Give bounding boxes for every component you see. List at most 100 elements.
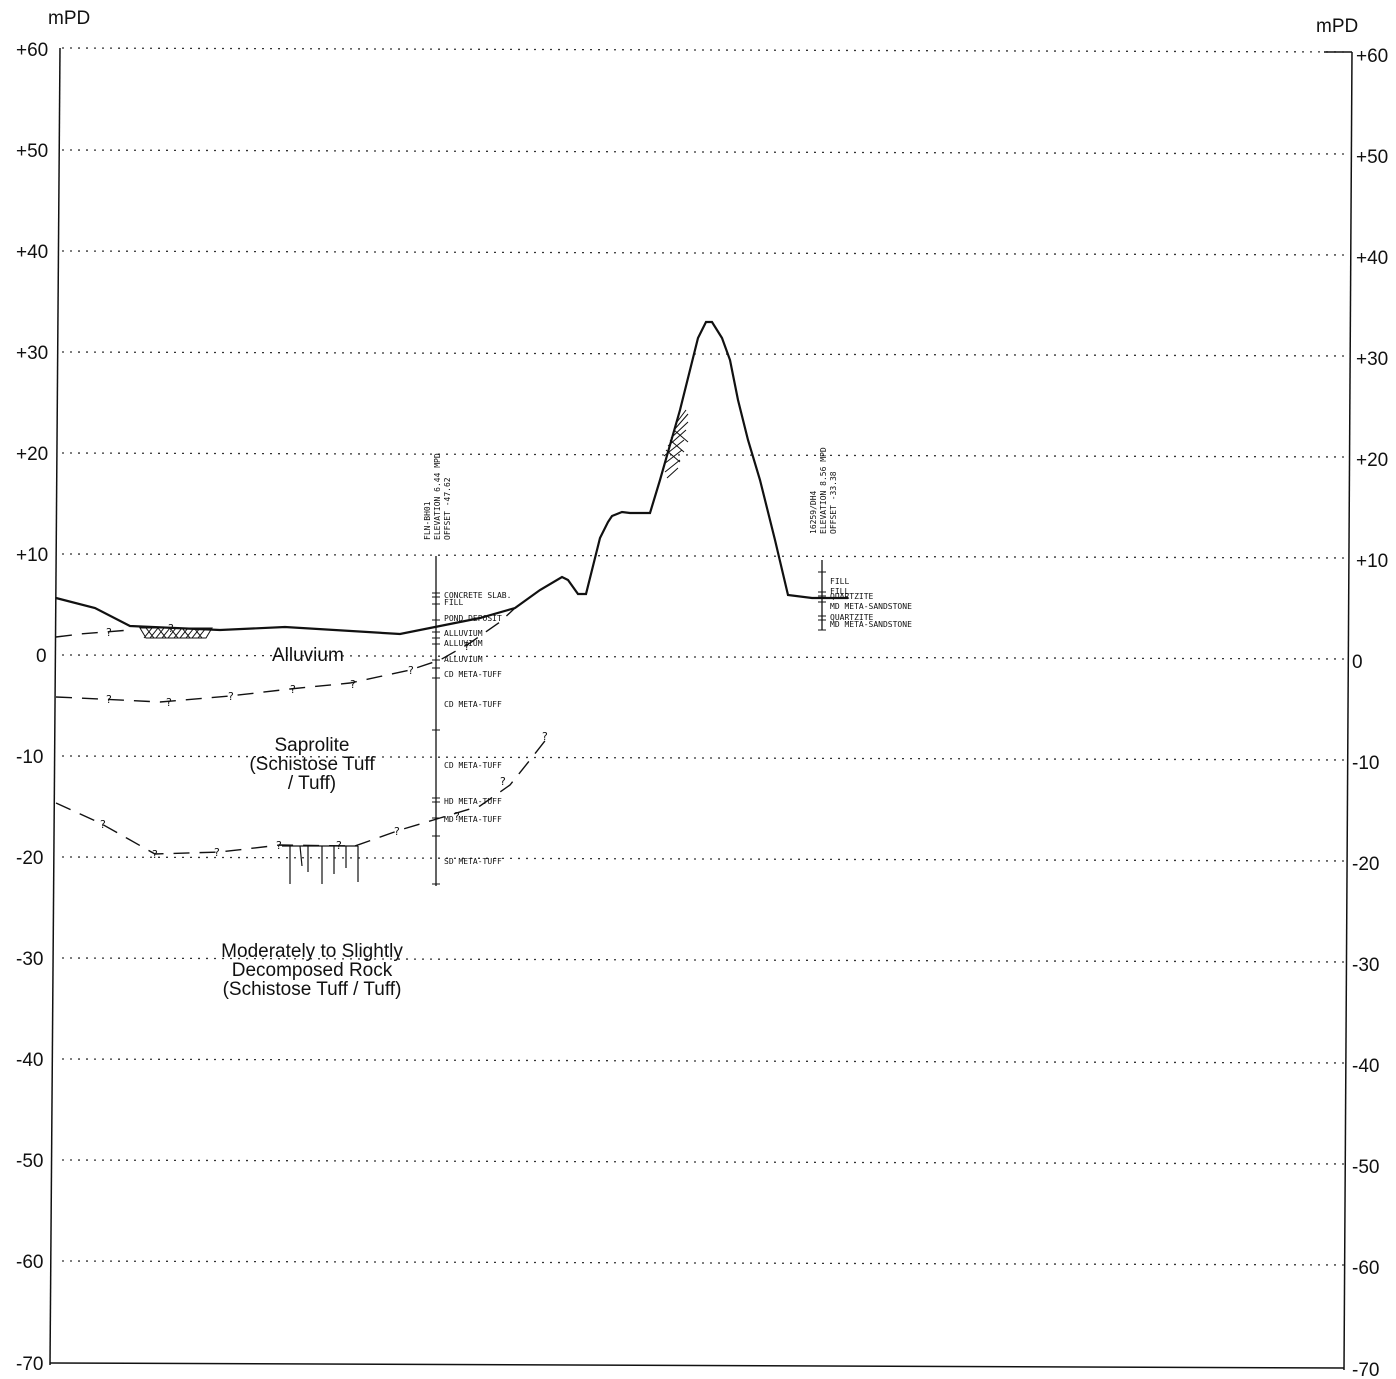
gridline-plus60 <box>61 47 1351 53</box>
bh1-layer: SD META-TUFF <box>444 857 502 866</box>
svg-text:16259/DH4: 16259/DH4 <box>809 490 818 534</box>
left-tick-labels: +60 +50 +40 +30 +20 +10 0 -10 -20 -30 -4… <box>16 40 48 1375</box>
svg-text:?: ? <box>152 848 158 861</box>
right-tick: +30 <box>1356 349 1388 370</box>
bh1-layer: MD META-TUFF <box>444 815 502 824</box>
alluvium-base-left <box>55 629 131 638</box>
svg-text:OFFSET -47.62: OFFSET -47.62 <box>443 477 452 540</box>
svg-text:OFFSET -33.38: OFFSET -33.38 <box>829 471 838 534</box>
left-tick: -20 <box>16 848 43 869</box>
gridline-plus30 <box>61 351 1351 357</box>
alluvium-label: Alluvium <box>272 645 344 666</box>
right-unit-label: mPD <box>1316 16 1358 37</box>
bh1-layer: CD META-TUFF <box>444 761 502 770</box>
svg-text:Decomposed Rock: Decomposed Rock <box>232 960 393 981</box>
right-tick: +60 <box>1356 46 1388 67</box>
gridline-minus30 <box>61 957 1351 963</box>
right-tick: +50 <box>1356 147 1388 168</box>
left-tick: -70 <box>16 1354 43 1375</box>
left-tick: -30 <box>16 949 43 970</box>
bh2-layer: MD META-SANDSTONE <box>830 602 912 611</box>
decomposed-rock-label: Moderately to Slightly Decomposed Rock (… <box>221 941 403 1000</box>
bh1-layer: HD META-TUFF <box>444 797 502 806</box>
left-tick: -10 <box>16 747 43 768</box>
bottom-axis-line <box>49 1362 1345 1369</box>
left-tick: +50 <box>16 141 48 162</box>
right-tick: -30 <box>1352 955 1379 976</box>
left-tick: +60 <box>16 40 48 61</box>
borehole-fln-bh01: FLN-BH01 ELEVATION 6.44 MPD OFFSET -47.6… <box>423 453 511 886</box>
svg-text:?: ? <box>394 825 400 838</box>
svg-text:FLN-BH01: FLN-BH01 <box>423 501 432 540</box>
svg-text:ELEVATION 6.44 MPD: ELEVATION 6.44 MPD <box>433 453 442 540</box>
bh1-layer: POND DEPOSIT <box>444 614 502 623</box>
svg-text:?: ? <box>542 730 548 743</box>
bh1-layer: ALLUVIUM <box>444 639 483 648</box>
gridline-zero <box>61 654 1351 660</box>
bh2-layer: QUARTZITE <box>830 613 874 622</box>
right-tick: +20 <box>1356 450 1388 471</box>
svg-text:?: ? <box>350 678 356 691</box>
fill-hatching-slope <box>663 409 689 479</box>
left-tick: -60 <box>16 1252 43 1273</box>
svg-text:?: ? <box>214 846 220 859</box>
svg-text:?: ? <box>290 683 296 696</box>
bh1-layer: ALLUVIUM <box>444 629 483 638</box>
right-tick: +40 <box>1356 248 1388 269</box>
saprolite-label: Saprolite (Schistose Tuff / Tuff) <box>249 735 375 794</box>
right-tick-labels: +60 +50 +40 +30 +20 +10 0 -10 -20 -30 -4… <box>1324 46 1388 1379</box>
gridline-minus50 <box>61 1159 1351 1165</box>
bh2-layer: QUARTZITE <box>830 592 874 601</box>
bh2-layer: FILL <box>830 577 849 586</box>
svg-text:?: ? <box>408 664 414 677</box>
left-unit-label: mPD <box>48 8 90 29</box>
gridline-plus10 <box>61 553 1351 559</box>
bh1-layer: CONCRETE SLAB. <box>444 591 511 600</box>
svg-text:?: ? <box>106 693 112 706</box>
svg-text:ELEVATION 8.56 MPD: ELEVATION 8.56 MPD <box>819 447 828 534</box>
borehole-1-header: FLN-BH01 ELEVATION 6.44 MPD OFFSET -47.6… <box>423 453 452 540</box>
svg-text:Moderately to Slightly: Moderately to Slightly <box>221 941 403 962</box>
gridline-minus20 <box>61 856 1351 862</box>
left-tick: 0 <box>36 646 47 667</box>
gridline-plus20 <box>61 452 1351 458</box>
right-tick: -60 <box>1352 1258 1379 1279</box>
svg-text:?: ? <box>228 690 234 703</box>
bh1-layer: CD META-TUFF <box>444 700 502 709</box>
right-axis-line <box>1343 51 1353 1371</box>
svg-text:Saprolite: Saprolite <box>275 735 350 756</box>
right-tick: -70 <box>1352 1360 1379 1379</box>
elevation-gridlines <box>61 47 1351 1266</box>
svg-text:?: ? <box>166 696 172 709</box>
left-tick: +40 <box>16 242 48 263</box>
left-axis-line <box>49 47 61 1366</box>
svg-text:?: ? <box>100 818 106 831</box>
ground-surface-profile <box>55 320 848 636</box>
borehole-2-header: 16259/DH4 ELEVATION 8.56 MPD OFFSET -33.… <box>809 447 838 534</box>
left-tick: -50 <box>16 1151 43 1172</box>
bh1-layer: CD META-TUFF <box>444 670 502 679</box>
bh2-layer: MD META-SANDSTONE <box>830 620 912 629</box>
svg-text:?: ? <box>454 810 460 823</box>
right-tick: -40 <box>1352 1056 1379 1077</box>
bh2-layer: FILL <box>830 587 849 596</box>
right-tick: -20 <box>1352 854 1379 875</box>
gridline-minus60 <box>61 1260 1351 1266</box>
right-tick: +10 <box>1356 551 1388 572</box>
right-tick: -50 <box>1352 1157 1379 1178</box>
left-tick: +30 <box>16 343 48 364</box>
left-tick: -40 <box>16 1050 43 1071</box>
svg-text:(Schistose Tuff / Tuff): (Schistose Tuff / Tuff) <box>223 979 402 1000</box>
svg-text:/ Tuff): / Tuff) <box>288 773 336 794</box>
right-tick: 0 <box>1352 652 1363 673</box>
borehole-16259-dh4: 16259/DH4 ELEVATION 8.56 MPD OFFSET -33.… <box>809 447 912 631</box>
fill-hatching-left <box>139 627 213 639</box>
left-tick: +10 <box>16 545 48 566</box>
left-tick: +20 <box>16 444 48 465</box>
svg-text:(Schistose Tuff: (Schistose Tuff <box>249 754 375 775</box>
svg-text:?: ? <box>500 775 506 788</box>
rockhead-marks <box>282 845 359 884</box>
svg-text:?: ? <box>464 640 470 653</box>
gridline-plus40 <box>61 250 1351 256</box>
